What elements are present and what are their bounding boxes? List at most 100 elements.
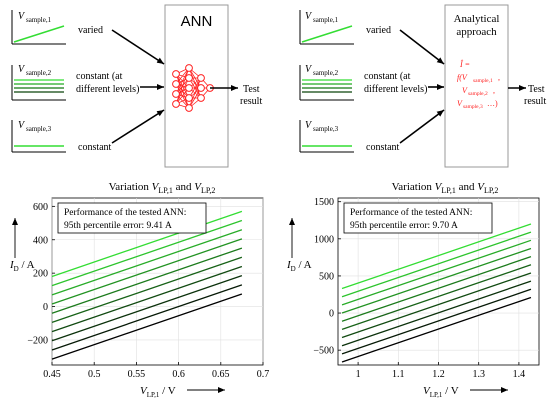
- formula-line-1: Î =: [459, 59, 470, 69]
- left-signal-1: V sample,1 varied: [11, 10, 103, 45]
- right-signal-2: V sample,2 constant (at different levels…: [299, 64, 427, 101]
- left-signal-3-desc: constant: [78, 142, 112, 153]
- left-signal-1-ramp: [13, 25, 65, 43]
- performance-line-2: 95th percentile error: 9.41 A: [64, 221, 172, 231]
- performance-box: [57, 202, 207, 234]
- right-diagram: V sample,1 varied V sample,2 constant (a…: [299, 4, 546, 168]
- chart-title-and: and: [173, 181, 194, 193]
- nn-node: [197, 84, 205, 92]
- series-line: [51, 210, 243, 278]
- series-line: [51, 265, 243, 333]
- nn-node: [197, 94, 205, 102]
- formula-v2: V: [462, 86, 468, 95]
- x-label-v: V: [423, 385, 431, 397]
- right-signal-2-sub: sample,2: [313, 69, 339, 77]
- left-signal-2-desc-2: different levels): [76, 84, 139, 95]
- y-tick-label: −200: [27, 335, 48, 346]
- left-chart: Variation VLP,1 and VLP,20.45 0.5 0.55 0.6 0…: [9, 181, 269, 399]
- series-line: [51, 284, 243, 351]
- left-signal-1-desc: varied: [78, 25, 103, 36]
- ann-box: [164, 4, 229, 168]
- chart-title-prefix: Variation: [109, 181, 152, 193]
- series-line: [51, 247, 243, 314]
- analytical-title-1: Analytical: [454, 13, 500, 25]
- right-signal-1-ramp: [301, 25, 353, 43]
- formula-sub-1: sample,1: [473, 78, 493, 84]
- chart-title-v: V: [152, 181, 160, 193]
- series-line: [341, 223, 532, 290]
- x-axis-label: VLP,1 / V: [140, 385, 176, 399]
- series-line: [51, 219, 243, 287]
- y-tick-label: −500: [313, 346, 334, 357]
- x-tick-label: 1.3: [472, 369, 485, 380]
- left-signal-2-sub: sample,2: [26, 69, 52, 77]
- series-line: [51, 256, 243, 324]
- right-signal-1-sub: sample,1: [313, 16, 339, 24]
- nn-node: [185, 74, 193, 82]
- left-signal-2-v: V: [18, 64, 26, 75]
- left-arrow-1: [111, 29, 165, 65]
- series-line: [341, 239, 532, 306]
- formula-sub-2: sample,2: [468, 91, 488, 97]
- chart-title-and: and: [456, 181, 477, 193]
- nn-node: [185, 84, 193, 92]
- nn-edge: [188, 77, 202, 109]
- x-label-sub: LP,1: [430, 391, 443, 399]
- performance-box: [343, 202, 493, 234]
- performance-line-2: 95th percentile error: 9.70 A: [350, 221, 458, 231]
- right-chart: Variation VLP,1 and VLP,21 1.1 1.2 1.3 1.4−5…: [286, 181, 540, 399]
- nn-edge: [175, 77, 190, 105]
- performance-line-1: Performance of the tested ANN:: [350, 207, 472, 218]
- right-arrow-3: [399, 109, 445, 144]
- left-signal-3-v: V: [18, 120, 26, 131]
- formula-sep-1: ,: [498, 73, 500, 82]
- y-axis-label: ID / A: [9, 259, 35, 273]
- series-line: [341, 272, 532, 339]
- series-line: [51, 238, 243, 305]
- y-label-i: I: [286, 259, 292, 271]
- x-tick-label: 1.1: [392, 369, 405, 380]
- left-output-line-2: result: [240, 96, 262, 107]
- formula-sep-2: ,: [493, 86, 495, 95]
- chart-title-v: V: [435, 181, 443, 193]
- y-label-unit: / A: [19, 259, 35, 271]
- x-tick-label: 0.5: [88, 369, 101, 380]
- x-tick-label: 0.65: [212, 369, 230, 380]
- y-tick-label: 500: [319, 271, 334, 282]
- right-signal-1: V sample,1 varied: [299, 10, 391, 45]
- formula-f: f(V: [457, 73, 468, 82]
- series-line: [51, 293, 243, 360]
- chart-title: Variation VLP,1 and VLP,2: [109, 181, 216, 195]
- x-tick-label: 1: [356, 369, 361, 380]
- series-line: [51, 275, 243, 342]
- x-tick-label: 0.7: [257, 369, 270, 380]
- x-axis-label: VLP,1 / V: [423, 385, 459, 399]
- chart-title-v2: V: [194, 181, 202, 193]
- y-tick-label: 1000: [314, 234, 334, 245]
- series-line: [341, 280, 532, 347]
- right-signal-1-desc: varied: [366, 25, 391, 36]
- right-signal-3-desc: constant: [366, 142, 400, 153]
- x-label-unit: / V: [159, 385, 175, 397]
- nn-edge: [175, 67, 190, 95]
- x-label-sub: LP,1: [147, 391, 160, 399]
- left-diagram: V sample,1 varied V sample,2 constant (a…: [11, 4, 262, 168]
- chart-title-sub1: LP,1: [441, 186, 455, 195]
- y-label-sub: D: [14, 265, 19, 273]
- right-signal-1-v: V: [305, 11, 313, 22]
- right-signal-3-sub: sample,3: [313, 125, 339, 133]
- chart-title-v2: V: [477, 181, 485, 193]
- neural-network-icon: [172, 64, 214, 112]
- left-signal-2: V sample,2 constant (at different levels…: [11, 64, 139, 101]
- y-label-unit: / A: [296, 259, 312, 271]
- left-output-line-1: Test: [243, 84, 260, 95]
- chart-title-sub2: LP,2: [484, 186, 498, 195]
- series-line: [341, 256, 532, 322]
- x-tick-label: 1.2: [432, 369, 445, 380]
- left-signal-3-sub: sample,3: [26, 125, 52, 133]
- x-tick-label: 0.45: [43, 369, 61, 380]
- y-label-i: I: [9, 259, 15, 271]
- nn-node: [172, 90, 180, 98]
- chart-title: Variation VLP,1 and VLP,2: [392, 181, 499, 195]
